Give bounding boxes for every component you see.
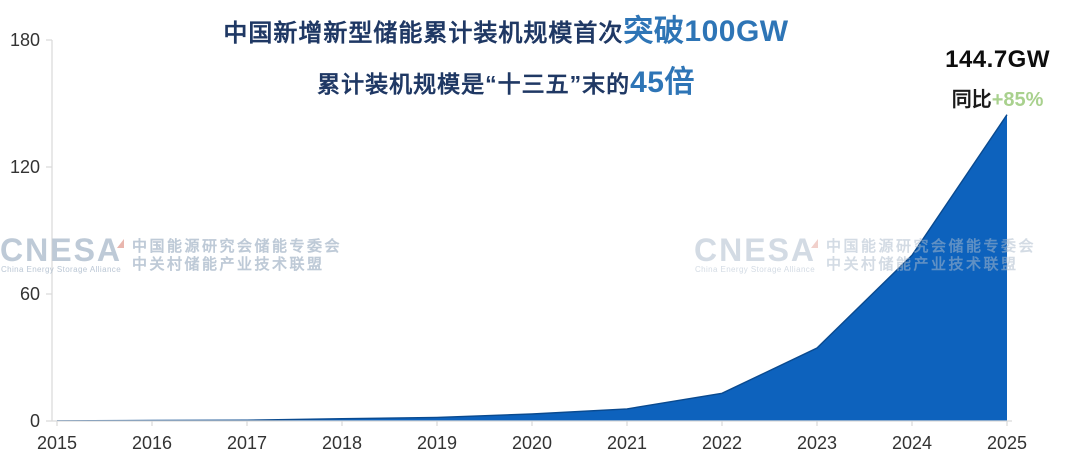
x-axis-label: 2023	[797, 433, 837, 453]
area-series-outline	[56, 114, 1008, 422]
x-axis-label: 2025	[987, 433, 1027, 453]
chart-subtitle-prefix: 累计装机规模是“十三五”末的	[317, 71, 631, 97]
x-axis-label: 2015	[37, 433, 77, 453]
chart-title: 中国新增新型储能累计装机规模首次突破100GW	[0, 16, 1012, 50]
y-axis-label: 180	[10, 30, 40, 50]
chart-title-prefix: 中国新增新型储能累计装机规模首次	[223, 20, 624, 47]
chart-titles: 中国新增新型储能累计装机规模首次突破100GW 累计装机规模是“十三五”末的45…	[0, 16, 1012, 100]
y-axis-label: 60	[20, 284, 40, 304]
yoy-value: +85%	[991, 89, 1044, 111]
y-axis-label: 0	[30, 411, 40, 431]
chart-subtitle: 累计装机规模是“十三五”末的45倍	[0, 67, 1012, 100]
x-axis-label: 2016	[132, 433, 172, 453]
x-axis-label: 2020	[512, 433, 552, 453]
peak-annotation: 144.7GW 同比+85%	[945, 46, 1050, 112]
chart-title-highlight: 突破100GW	[623, 15, 789, 48]
x-axis-label: 2018	[322, 433, 362, 453]
chart-subtitle-highlight: 45倍	[630, 66, 695, 99]
x-axis-label: 2021	[607, 433, 647, 453]
x-axis-label: 2022	[702, 433, 742, 453]
area-series	[57, 114, 1007, 421]
x-axis-label: 2017	[227, 433, 267, 453]
y-axis-label: 120	[10, 157, 40, 177]
yoy-label: 同比+85%	[945, 83, 1050, 112]
x-axis-label: 2019	[417, 433, 457, 453]
x-axis-label: 2024	[892, 433, 932, 453]
yoy-prefix: 同比	[951, 89, 992, 111]
peak-value-label: 144.7GW	[945, 46, 1050, 73]
